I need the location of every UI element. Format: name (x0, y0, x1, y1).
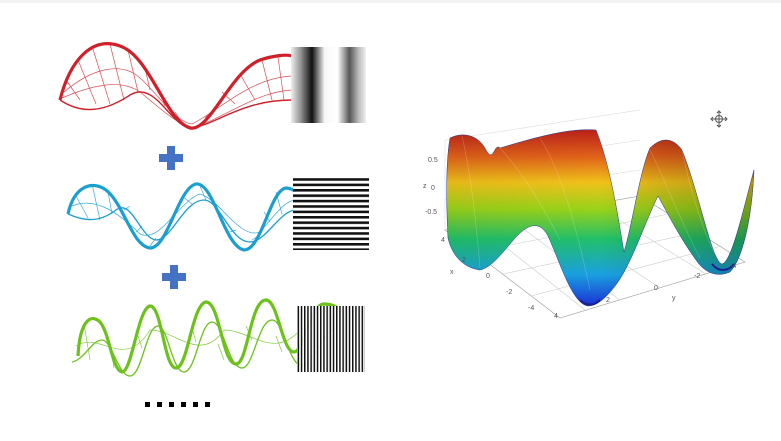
y-axis-label: y (672, 295, 676, 302)
medium-frequency-grating (293, 178, 369, 250)
top-edge (0, 0, 781, 3)
plus-icon (162, 265, 186, 289)
x-tick: 4 (441, 237, 445, 244)
medium-frequency-wave (66, 182, 298, 252)
plus-icon (159, 146, 183, 170)
y-tick: 4 (554, 313, 558, 320)
y-tick: -4 (730, 263, 736, 270)
z-axis-label: z (423, 183, 427, 190)
high-frequency-grating (297, 306, 365, 372)
x-tick: 0 (486, 273, 490, 280)
z-tick: 0.5 (428, 157, 438, 164)
low-frequency-grating (291, 47, 366, 123)
y-tick: 0 (654, 285, 658, 292)
y-tick: -2 (694, 273, 700, 280)
low-frequency-wave (58, 42, 293, 130)
x-tick: 2 (462, 257, 466, 264)
y-tick: 2 (606, 297, 610, 304)
x-axis-label: x (450, 269, 454, 276)
x-tick: -2 (506, 289, 512, 296)
z-tick: 0 (431, 185, 435, 192)
surface-plot: 0.5 0 -0.5 z 4 2 0 -2 -4 x 4 2 0 -2 -4 y (423, 109, 755, 320)
continuation-dots (145, 402, 210, 407)
move-cursor-icon (710, 110, 728, 128)
z-tick: -0.5 (425, 209, 437, 216)
x-tick: -4 (528, 305, 534, 312)
